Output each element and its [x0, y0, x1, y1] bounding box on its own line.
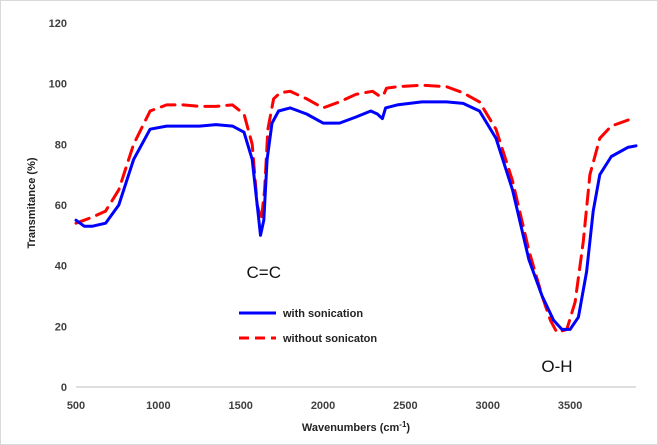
series-lines [74, 83, 638, 334]
y-tick-label: 80 [55, 139, 67, 151]
x-tick-label: 2500 [393, 400, 417, 412]
x-tick-label: 3500 [558, 400, 582, 412]
y-tick-label: 40 [55, 261, 67, 273]
series-line-with-sonication [74, 100, 638, 331]
annotations: C=C O-H [247, 263, 573, 376]
y-tick-label: 120 [49, 18, 67, 30]
x-axis-title: Wavenumbers (cm-1) [302, 420, 411, 434]
annotation-cc: C=C [247, 263, 281, 282]
y-axis-title: Transmitance (%) [26, 157, 38, 248]
legend-label-with-sonication: with sonication [282, 308, 363, 320]
x-tick-label: 2000 [311, 400, 335, 412]
y-tick-label: 0 [61, 382, 67, 394]
x-tick-labels: 500 1000 1500 2000 2500 3000 3500 [67, 400, 583, 412]
x-tick-label: 3000 [476, 400, 500, 412]
series-line-without-sonicaton [74, 83, 638, 334]
y-tick-label: 60 [55, 200, 67, 212]
x-tick-label: 500 [67, 400, 85, 412]
legend-label-without-sonicaton: without sonicaton [282, 333, 377, 345]
x-tick-label: 1000 [146, 400, 170, 412]
y-tick-label: 100 [49, 79, 67, 91]
x-tick-label: 1500 [228, 400, 252, 412]
y-tick-labels: 0 20 40 60 80 100 120 [49, 18, 67, 394]
x-axis-title-main: Wavenumbers (cm [302, 422, 400, 434]
x-axis-title-end: ) [406, 422, 410, 434]
y-tick-label: 20 [55, 321, 67, 333]
legend: with sonication without sonicaton [239, 308, 377, 345]
x-axis-title-superscript: -1 [399, 420, 407, 429]
annotation-oh: O-H [541, 357, 572, 376]
